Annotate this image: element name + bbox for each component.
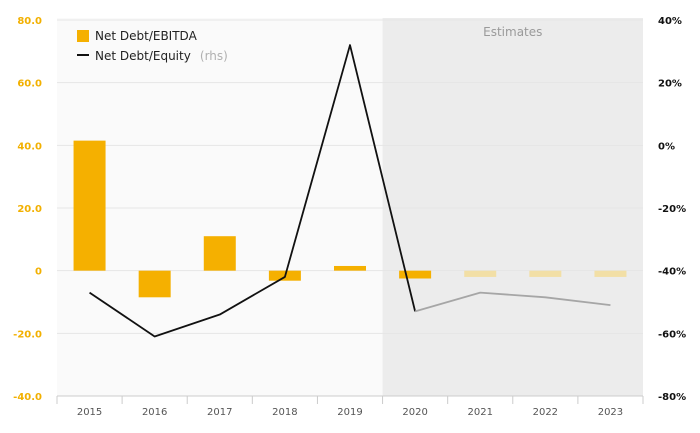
legend-line-suffix: (rhs)	[200, 49, 228, 63]
left-tick-label: 60.0	[17, 79, 42, 90]
left-tick-label: 40.0	[17, 141, 42, 152]
x-tick-label: 2020	[402, 407, 427, 418]
bar	[334, 265, 366, 271]
bar	[138, 270, 171, 298]
right-tick-label: 40%	[658, 16, 682, 27]
left-tick-label: 80.0	[17, 16, 42, 27]
left-tick-label: -40.0	[13, 392, 42, 403]
right-tick-label: -80%	[658, 392, 686, 403]
x-tick-label: 2018	[272, 407, 297, 418]
left-tick-label: 20.0	[17, 204, 42, 215]
x-tick-label: 2015	[77, 407, 102, 418]
legend-line-label: Net Debt/Equity	[95, 49, 191, 63]
x-tick-label: 2021	[467, 407, 492, 418]
bar	[399, 270, 432, 279]
x-tick-label: 2019	[337, 407, 362, 418]
legend-line-text: Net Debt/Equity (rhs)	[95, 45, 228, 64]
estimates-shade	[382, 18, 643, 396]
legend-bar-swatch	[77, 30, 89, 42]
right-axis-ticks: 40% 20% 0% -20% -40% -60% -80%	[658, 16, 686, 403]
left-tick-label: -20.0	[13, 329, 42, 340]
bar	[464, 270, 497, 277]
estimates-label: Estimates	[483, 25, 542, 39]
right-tick-label: 0%	[658, 141, 675, 152]
x-tick-label: 2022	[533, 407, 558, 418]
series-line	[89, 44, 611, 338]
left-axis-ticks: 80.0 60.0 40.0 20.0 0 -20.0 -40.0	[13, 16, 42, 403]
legend: Net Debt/EBITDA Net Debt/Equity (rhs)	[77, 29, 228, 64]
x-tick-label: 2016	[142, 407, 167, 418]
line-actual	[89, 44, 416, 338]
right-tick-label: -20%	[658, 204, 686, 215]
x-tick-label: 2023	[598, 407, 623, 418]
legend-bar-label: Net Debt/EBITDA	[95, 29, 198, 43]
bar	[594, 270, 627, 277]
right-tick-label: -60%	[658, 329, 686, 340]
left-tick-label: 0	[35, 267, 42, 278]
x-axis: 2015 2016 2017 2018 2019 2020 2021 2022 2023	[56, 395, 644, 418]
bar	[529, 270, 562, 277]
bar	[203, 236, 236, 271]
line-estimate	[414, 291, 611, 313]
right-tick-label: 20%	[658, 79, 682, 90]
bars	[73, 140, 627, 298]
bar	[73, 140, 106, 271]
x-tick-label: 2017	[207, 407, 232, 418]
right-tick-label: -40%	[658, 267, 686, 278]
